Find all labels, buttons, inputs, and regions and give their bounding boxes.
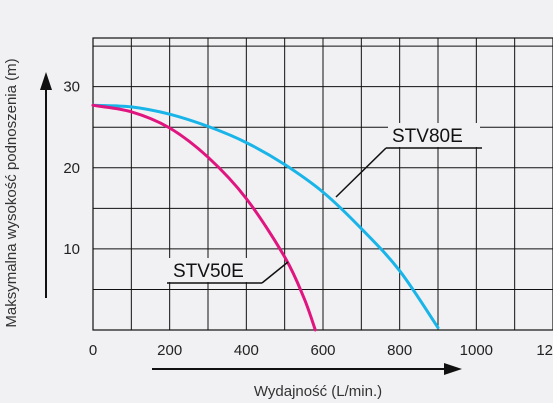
x-tick-label: 1200 (536, 342, 553, 359)
x-axis-title: Wydajność (L/min.) (254, 383, 382, 400)
x-tick-label: 400 (234, 342, 259, 359)
x-tick-label: 600 (310, 342, 335, 359)
label-leader-stv80e (335, 147, 387, 198)
chart-grid (92, 37, 553, 331)
series-line-stv80e (91, 103, 440, 330)
label-backdrop (388, 123, 480, 147)
y-tick-label: 30 (63, 79, 80, 96)
series-curves (91, 103, 440, 332)
x-tick-label: 200 (157, 342, 182, 359)
series-line-stv50e (91, 103, 317, 332)
tick-labels: 0 200 400 600 800 1000 1200 10 20 30 (63, 79, 553, 359)
y-axis-title: Maksymalna wysokość podnoszenia (m) (3, 58, 20, 327)
x-axis-arrowhead (444, 363, 462, 375)
label-leader-stv50e (261, 261, 289, 284)
y-axis-arrowhead (40, 72, 52, 90)
x-tick-label: 0 (89, 342, 97, 359)
series-label-stv80e: STV80E (392, 126, 463, 147)
series-labels: STV80E STV50E (167, 123, 482, 284)
y-tick-label: 10 (63, 241, 80, 258)
x-tick-label: 1000 (460, 342, 493, 359)
label-backdrop (169, 258, 260, 282)
y-tick-label: 20 (63, 160, 80, 177)
x-tick-label: 800 (387, 342, 412, 359)
series-label-stv50e: STV50E (173, 261, 244, 282)
